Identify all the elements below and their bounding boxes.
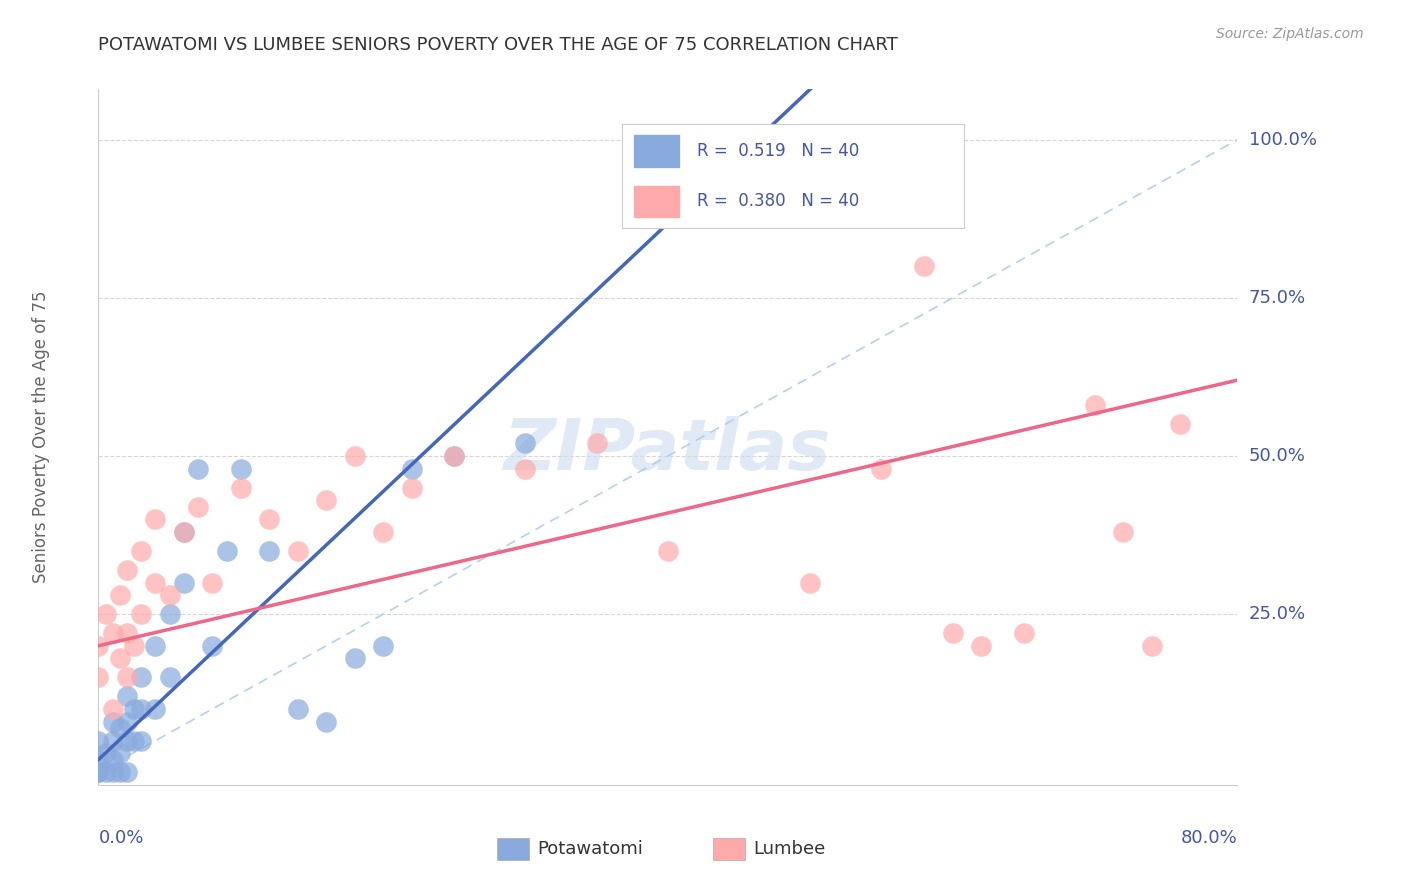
Point: [343, 651, 366, 665]
Point: [970, 639, 993, 653]
Point: [159, 670, 181, 684]
Point: [87, 733, 110, 747]
Point: [87, 765, 110, 780]
Text: 0.0%: 0.0%: [98, 830, 143, 847]
Point: [159, 607, 181, 622]
Point: [101, 702, 124, 716]
Point: [145, 512, 167, 526]
Point: [115, 690, 138, 704]
Point: [1170, 417, 1192, 432]
Point: [373, 639, 395, 653]
Point: [145, 702, 167, 716]
Point: [108, 588, 131, 602]
Point: [315, 714, 337, 729]
Point: [173, 575, 195, 590]
Point: [187, 500, 209, 514]
Point: [343, 449, 366, 463]
Text: 25.0%: 25.0%: [1249, 605, 1306, 624]
Point: [101, 626, 124, 640]
Point: [122, 702, 145, 716]
Point: [101, 765, 124, 780]
Point: [94, 607, 117, 622]
Text: POTAWATOMI VS LUMBEE SENIORS POVERTY OVER THE AGE OF 75 CORRELATION CHART: POTAWATOMI VS LUMBEE SENIORS POVERTY OVE…: [98, 36, 898, 54]
Point: [229, 461, 252, 475]
Point: [401, 481, 423, 495]
Point: [87, 670, 110, 684]
Point: [129, 544, 152, 558]
Point: [799, 575, 821, 590]
Point: [201, 575, 224, 590]
Point: [108, 747, 131, 761]
Bar: [498, 838, 529, 860]
Point: [287, 544, 309, 558]
Point: [259, 512, 281, 526]
Point: [122, 733, 145, 747]
Point: [115, 714, 138, 729]
Point: [287, 702, 309, 716]
Point: [373, 524, 395, 539]
Point: [101, 714, 124, 729]
Point: [129, 702, 152, 716]
Point: [159, 588, 181, 602]
Point: [1012, 626, 1035, 640]
Point: [145, 575, 167, 590]
Point: [129, 670, 152, 684]
Point: [115, 733, 138, 747]
Point: [173, 524, 195, 539]
Text: Source: ZipAtlas.com: Source: ZipAtlas.com: [1216, 27, 1364, 41]
Point: [87, 765, 110, 780]
Text: 80.0%: 80.0%: [1181, 830, 1237, 847]
Point: [315, 493, 337, 508]
Bar: [713, 838, 745, 860]
Point: [129, 733, 152, 747]
Point: [122, 639, 145, 653]
Point: [657, 544, 679, 558]
Point: [942, 626, 965, 640]
Point: [585, 436, 607, 450]
Point: [1112, 524, 1135, 539]
Point: [401, 461, 423, 475]
Point: [87, 753, 110, 767]
Point: [115, 670, 138, 684]
Point: [145, 639, 167, 653]
Point: [115, 626, 138, 640]
Point: [1084, 399, 1107, 413]
Point: [115, 563, 138, 577]
Text: Seniors Poverty Over the Age of 75: Seniors Poverty Over the Age of 75: [32, 291, 51, 583]
Point: [870, 461, 893, 475]
Point: [94, 765, 117, 780]
Point: [443, 449, 465, 463]
Text: 50.0%: 50.0%: [1249, 447, 1306, 465]
Text: Lumbee: Lumbee: [754, 840, 825, 858]
Point: [515, 461, 537, 475]
Point: [229, 481, 252, 495]
Point: [443, 449, 465, 463]
Point: [515, 436, 537, 450]
Point: [259, 544, 281, 558]
Text: Potawatomi: Potawatomi: [537, 840, 643, 858]
Text: ZIPatlas: ZIPatlas: [505, 417, 831, 485]
Point: [115, 765, 138, 780]
Point: [129, 607, 152, 622]
Point: [108, 721, 131, 735]
Text: 100.0%: 100.0%: [1249, 131, 1316, 149]
Point: [101, 753, 124, 767]
Point: [108, 765, 131, 780]
Point: [215, 544, 238, 558]
Point: [201, 639, 224, 653]
Point: [87, 639, 110, 653]
Point: [94, 747, 117, 761]
Text: 75.0%: 75.0%: [1249, 289, 1306, 307]
Point: [912, 260, 935, 274]
Point: [101, 733, 124, 747]
Point: [108, 651, 131, 665]
Point: [187, 461, 209, 475]
Point: [173, 524, 195, 539]
Point: [1140, 639, 1163, 653]
